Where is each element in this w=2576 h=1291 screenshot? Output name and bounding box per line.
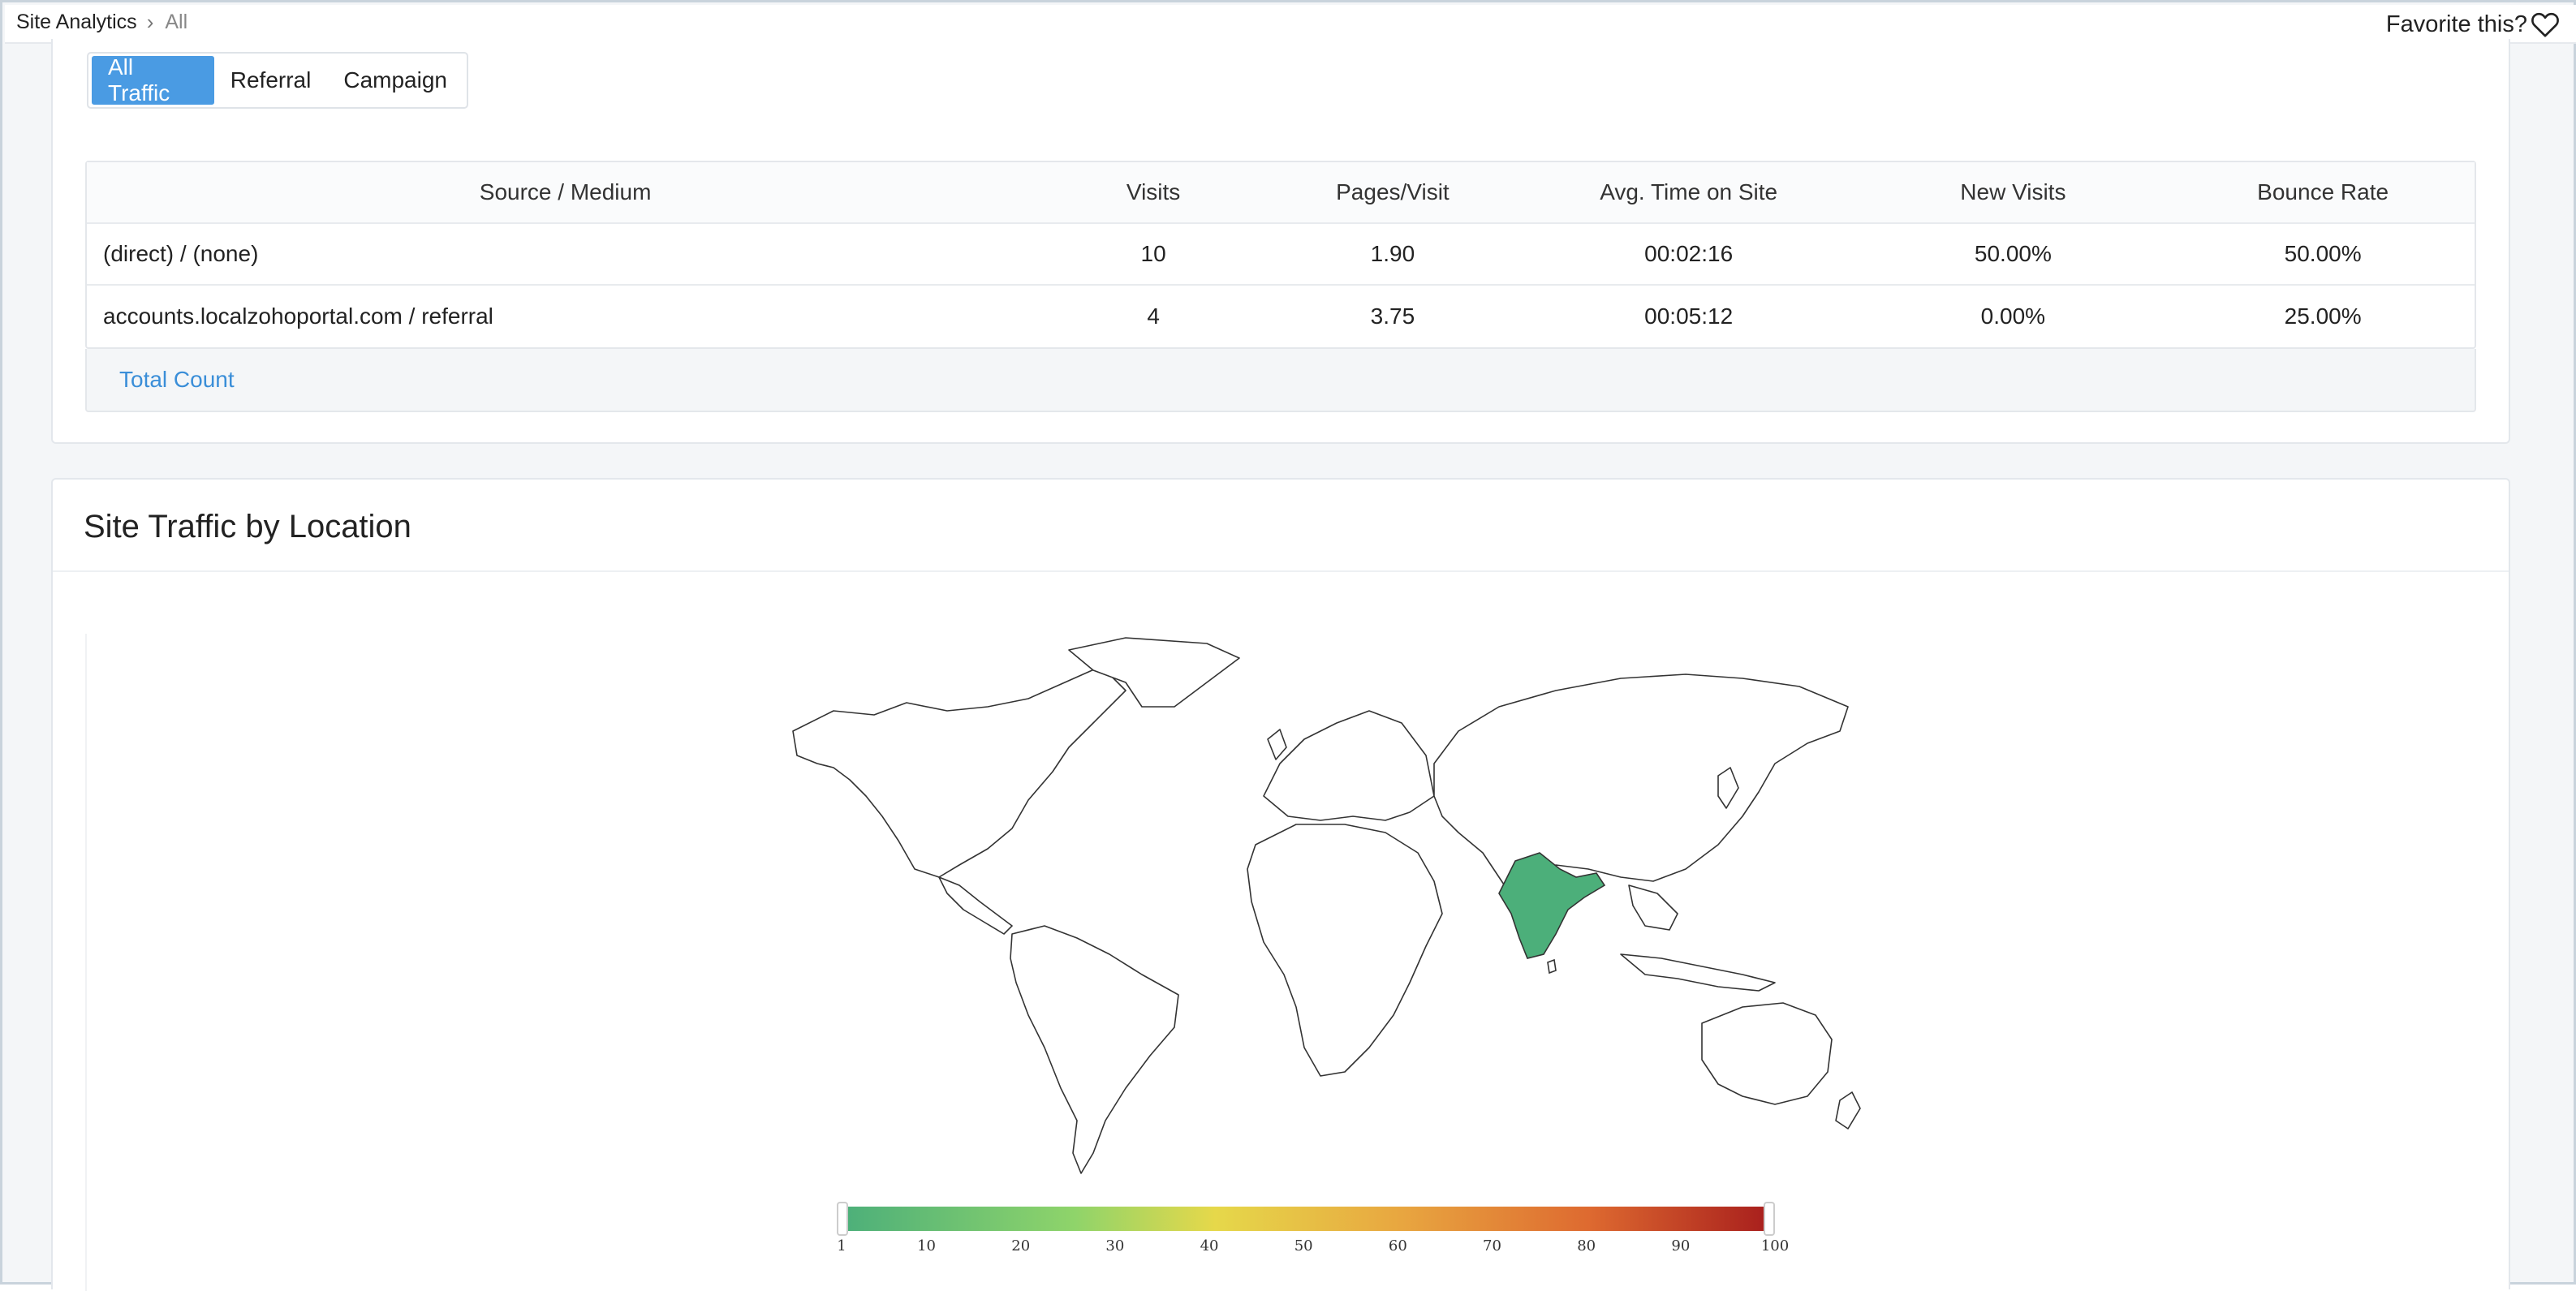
traffic-tabs: All Traffic Referral Campaign <box>87 52 468 109</box>
table-cell: 1.90 <box>1370 241 1415 266</box>
table-cell: accounts.localzohoportal.com / referral <box>103 303 493 329</box>
color-scale-legend: 1 10 20 30 40 50 60 70 80 90 100 <box>834 1202 1807 1275</box>
heart-icon[interactable] <box>2529 8 2561 41</box>
legend-tick-label: 70 <box>1483 1237 1501 1254</box>
traffic-sources-panel: All Traffic Referral Campaign Source / M… <box>51 39 2510 444</box>
table-cell: 00:02:16 <box>1644 241 1734 266</box>
legend-tick-label: 1 <box>837 1237 846 1254</box>
europe-region <box>1263 710 1435 821</box>
table-cell: 00:05:12 <box>1644 303 1734 329</box>
north-america-region <box>792 665 1126 878</box>
legend-min-handle[interactable] <box>837 1202 848 1236</box>
table-cell: 4 <box>1147 303 1160 329</box>
legend-tick-label: 30 <box>1105 1237 1125 1254</box>
africa-region <box>1247 824 1443 1077</box>
site-traffic-location-panel: Site Traffic by Location <box>51 478 2510 1291</box>
sri-lanka-region <box>1547 958 1557 975</box>
legend-tick-label: 20 <box>1011 1237 1031 1254</box>
column-header[interactable]: Visits <box>1126 179 1181 204</box>
legend-tick-label: 80 <box>1577 1237 1596 1254</box>
breadcrumb-current: All <box>165 11 188 33</box>
legend-tick-label: 100 <box>1760 1237 1790 1254</box>
total-count-row: Total Count <box>85 349 2476 412</box>
new-zealand-region <box>1835 1091 1861 1130</box>
legend-tick-label: 60 <box>1388 1237 1407 1254</box>
table-row: (direct) / (none) 10 1.90 00:02:16 50.00… <box>87 224 2475 286</box>
favorite-label: Favorite this? <box>2385 11 2527 37</box>
column-header[interactable]: Bounce Rate <box>2257 179 2389 204</box>
uk-region <box>1267 729 1287 760</box>
table-header-row: Source / Medium Visits Pages/Visit Avg. … <box>87 162 2475 224</box>
legend-max-handle[interactable] <box>1764 1202 1775 1236</box>
south-america-region <box>1010 925 1179 1174</box>
top-bar: Site Analytics › All Favorite this? <box>5 5 2576 44</box>
column-header[interactable]: Pages/Visit <box>1336 179 1450 204</box>
breadcrumb: Site Analytics › All <box>16 10 187 35</box>
indonesia-region <box>1620 953 1776 992</box>
legend-tick-label: 50 <box>1294 1237 1313 1254</box>
divider <box>53 570 2509 572</box>
japan-region <box>1717 767 1739 809</box>
legend-tick-label: 10 <box>917 1237 936 1254</box>
legend-tick-label: 40 <box>1200 1237 1219 1254</box>
tab-referral[interactable]: Referral <box>230 67 312 93</box>
southeast-asia-region <box>1628 884 1678 931</box>
table-cell: (direct) / (none) <box>103 241 259 266</box>
tab-campaign[interactable]: Campaign <box>343 67 447 93</box>
india-region <box>1498 852 1606 959</box>
total-count-link[interactable]: Total Count <box>119 367 235 392</box>
map-area: 1 10 20 30 40 50 60 70 80 90 100 <box>85 634 2476 1291</box>
table-cell: 10 <box>1140 241 1166 266</box>
column-header[interactable]: New Visits <box>1960 179 2066 204</box>
tab-all-traffic[interactable]: All Traffic <box>92 54 214 105</box>
table-cell: 0.00% <box>1980 303 2046 329</box>
table-cell: 25.00% <box>2284 303 2362 329</box>
chevron-right-icon: › <box>146 10 154 34</box>
table-row: accounts.localzohoportal.com / referral … <box>87 286 2475 347</box>
legend-tick-label: 90 <box>1671 1237 1691 1254</box>
asia-region <box>1433 673 1849 902</box>
table-cell: 50.00% <box>2284 241 2362 266</box>
world-map[interactable] <box>785 634 1872 1177</box>
column-header[interactable]: Avg. Time on Site <box>1600 179 1778 204</box>
central-america-region <box>938 876 1013 935</box>
section-title: Site Traffic by Location <box>84 509 411 544</box>
table-cell: 50.00% <box>1974 241 2052 266</box>
color-scale-bar <box>842 1207 1775 1231</box>
breadcrumb-site-analytics[interactable]: Site Analytics <box>16 11 137 33</box>
column-header[interactable]: Source / Medium <box>479 179 652 204</box>
greenland-region <box>1068 637 1240 708</box>
australia-region <box>1701 1002 1833 1105</box>
table-cell: 3.75 <box>1370 303 1415 329</box>
traffic-table: Source / Medium Visits Pages/Visit Avg. … <box>85 161 2476 349</box>
